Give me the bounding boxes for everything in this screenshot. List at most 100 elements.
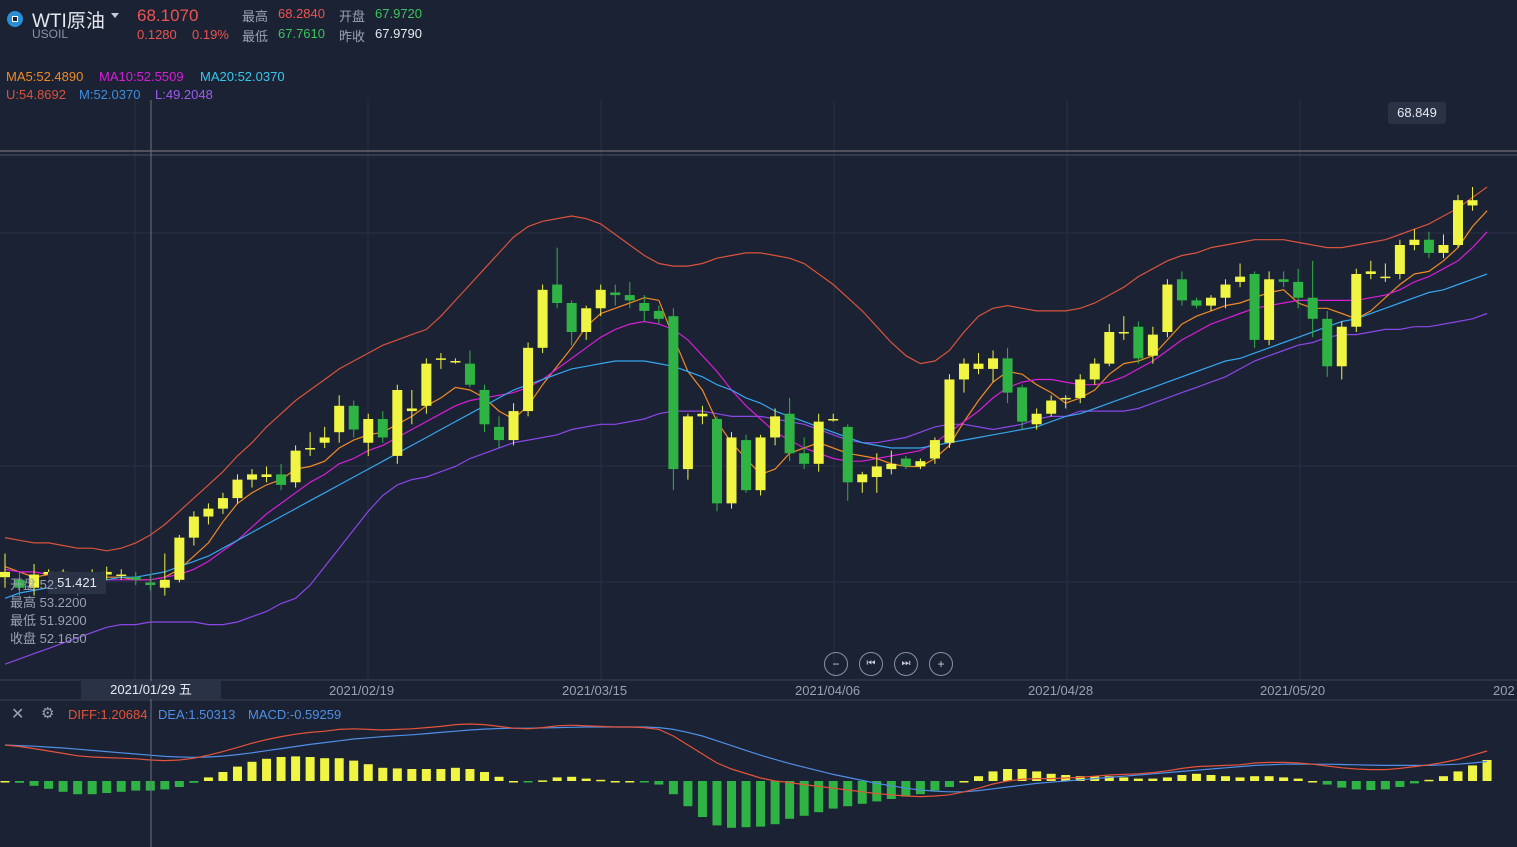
candle-body	[988, 358, 999, 369]
candle-body	[552, 284, 563, 303]
line-ma20	[4, 273, 1488, 599]
line-u	[4, 186, 1488, 552]
dea-label: DEA:1.50313	[158, 707, 236, 722]
diff-label: DIFF:1.20684	[68, 707, 148, 722]
candle-body	[741, 440, 752, 491]
candle-body	[1249, 274, 1260, 340]
macd-bar	[843, 781, 853, 807]
macd-bar	[639, 781, 649, 783]
macd-bar	[1119, 777, 1129, 781]
candle-body	[813, 421, 824, 464]
macd-bar	[189, 781, 199, 783]
macd-bar	[73, 781, 83, 795]
macd-bar	[58, 781, 68, 792]
macd-bar	[494, 776, 504, 781]
macd-bar	[828, 781, 838, 809]
boll-lower-label: L:49.2048	[155, 87, 213, 102]
candle-body	[0, 571, 10, 578]
tooltip-close: 收盘 52.1650	[10, 631, 87, 646]
macd-bar	[203, 777, 213, 781]
open-value: 67.9720	[375, 6, 422, 21]
candle-body	[159, 579, 170, 588]
close-icon[interactable]: ✕	[11, 706, 25, 723]
chevron-down-icon[interactable]	[111, 13, 119, 18]
candle-body	[784, 413, 795, 454]
candle-body	[1336, 326, 1347, 367]
macd-bar	[1395, 781, 1405, 787]
scroll-right-button[interactable]: ⏭	[894, 652, 918, 676]
macd-bar	[523, 781, 533, 783]
candle-body	[334, 405, 345, 433]
macd-bar	[1482, 760, 1492, 781]
boll-upper-label: U:54.8692	[6, 87, 66, 102]
candle-body	[1438, 245, 1449, 253]
macd-bar	[218, 772, 228, 781]
macd-bar	[0, 781, 10, 783]
macd-bar	[1032, 771, 1042, 781]
candle-body	[711, 419, 722, 504]
x-tick-label: 2021/04/06	[795, 683, 861, 698]
candle-body	[217, 498, 228, 509]
macd-bar	[116, 781, 126, 792]
macd-bar	[1104, 776, 1114, 781]
prev-close-label: 昨收	[339, 29, 366, 44]
zoom-out-button[interactable]: −	[824, 652, 848, 676]
macd-bar	[1293, 778, 1303, 781]
macd-bar	[174, 781, 184, 787]
candle-body	[1278, 279, 1289, 282]
candle-body	[508, 411, 519, 441]
candle-body	[1380, 276, 1391, 279]
candle-body	[566, 303, 577, 332]
candle-body	[290, 450, 301, 483]
candle-body	[174, 537, 185, 580]
scroll-left-button[interactable]: ⏮	[859, 652, 883, 676]
symbol-code: USOIL	[32, 27, 69, 41]
macd-bar	[727, 781, 736, 828]
last-price: 68.1070	[137, 6, 199, 25]
macd-bar	[668, 781, 678, 795]
macd-bar	[262, 758, 272, 781]
crosshair-price-tag: 51.421	[48, 572, 106, 594]
macd-bar	[305, 757, 315, 781]
macd-bar	[509, 781, 519, 783]
candle-body	[929, 440, 940, 459]
candle-body	[900, 458, 911, 467]
boll-mid-label: M:52.0370	[79, 87, 141, 102]
candle-body	[1365, 271, 1376, 274]
macd-bar	[1366, 781, 1376, 790]
candle-body	[1031, 413, 1042, 425]
macd-bar	[1264, 776, 1274, 781]
candle-body	[1409, 239, 1420, 245]
macd-bar	[930, 781, 940, 791]
x-tick-label: 202	[1493, 683, 1515, 698]
zoom-in-button[interactable]: +	[929, 652, 953, 676]
candle-body	[116, 574, 127, 577]
candle-body	[247, 474, 258, 480]
x-tick-label: 2021/04/28	[1028, 683, 1094, 698]
candle-body	[1205, 297, 1216, 306]
candle-body	[377, 419, 388, 438]
macd-bar	[436, 769, 446, 781]
macd-bar	[974, 776, 984, 781]
candle-body	[406, 408, 417, 412]
candle-body	[363, 419, 374, 443]
macd-bar	[814, 781, 824, 813]
macd-bar	[712, 781, 722, 826]
macd-bar	[901, 781, 911, 797]
macd-bar	[1075, 776, 1085, 781]
candle-body	[581, 308, 592, 332]
macd-bar	[581, 778, 591, 781]
candle-body	[145, 582, 156, 586]
macd-bar	[320, 758, 330, 781]
macd-bar	[596, 779, 606, 782]
symbol-name[interactable]: WTI原油	[32, 11, 105, 32]
settings-icon[interactable]: ⚙	[41, 705, 55, 722]
macd-bar	[915, 781, 925, 795]
tooltip-high: 最高 53.2200	[10, 595, 87, 610]
macd-bar	[1409, 781, 1419, 784]
macd-bar	[1279, 777, 1289, 781]
ma20-label: MA20:52.0370	[200, 69, 285, 84]
candle-body	[697, 413, 708, 417]
